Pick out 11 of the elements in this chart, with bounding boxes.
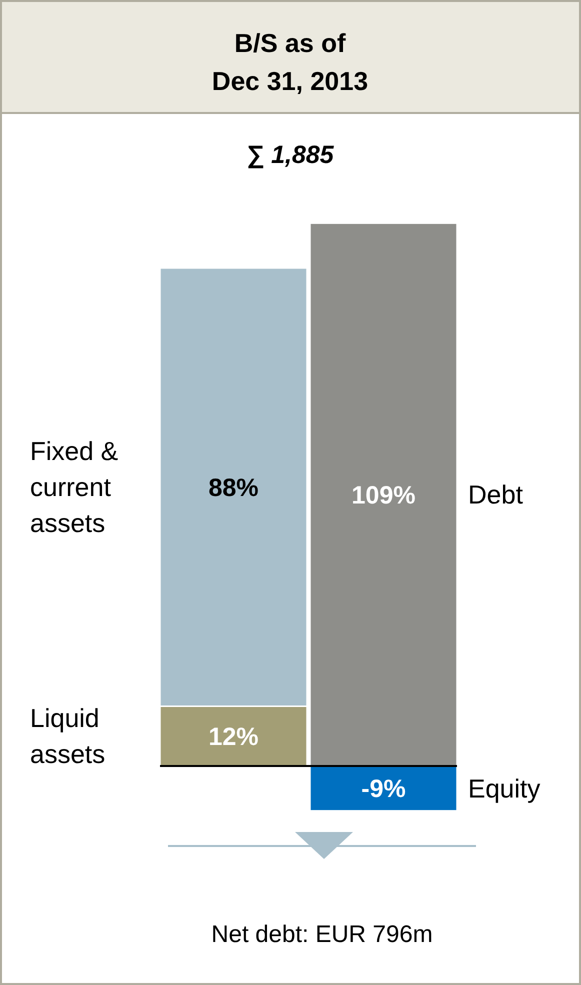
text: Liquid assets <box>30 703 106 770</box>
chart-title: B/S as of Dec 31, 2013 <box>212 28 368 96</box>
text: Net debt: EUR 796m <box>211 921 433 948</box>
series-label: Debt <box>468 480 524 510</box>
series-label: Fixed & current assets <box>30 436 118 538</box>
data-label: 109% <box>352 481 416 510</box>
data-label: -9% <box>361 775 406 804</box>
data-label: 88% <box>208 474 259 502</box>
series-label: Equity <box>468 774 540 804</box>
data-label: 12% <box>208 722 259 751</box>
text: ∑ 1,885 <box>246 141 335 169</box>
